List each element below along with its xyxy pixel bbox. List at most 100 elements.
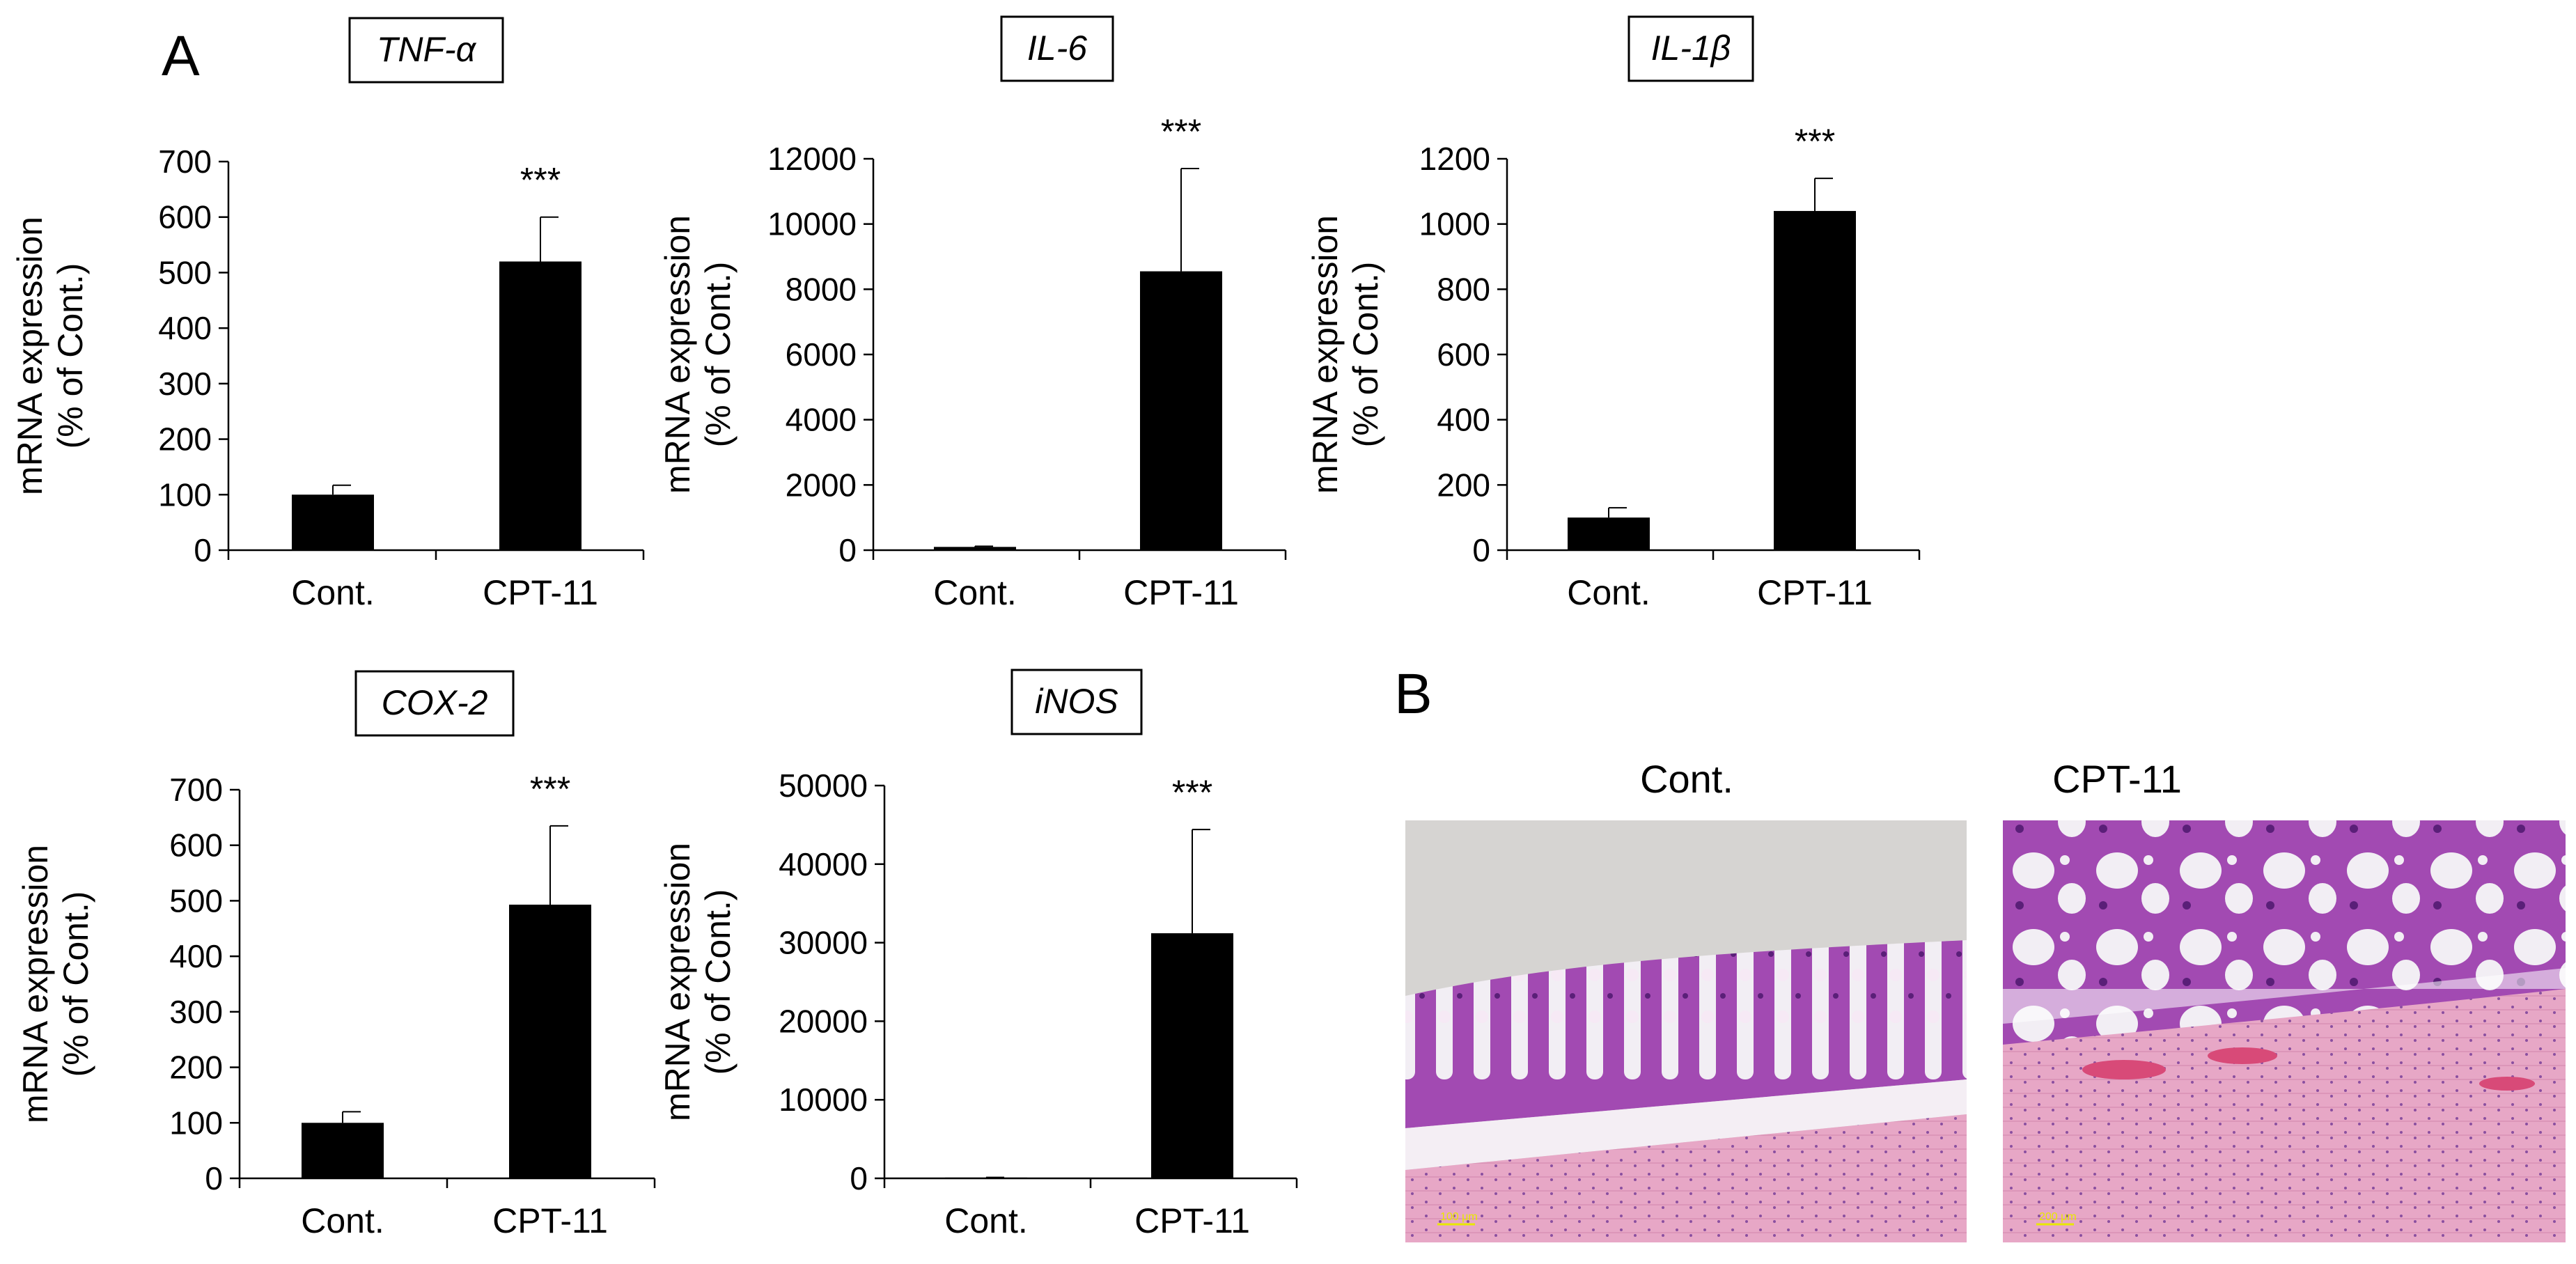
inos-chart: iNOS mRNA expression (% of Cont.) 0 10000 200…: [658, 669, 1298, 1240]
y-tick-label: 800: [1437, 271, 1490, 307]
histology-title-cpt11: CPT-11: [2052, 757, 2182, 801]
bar-cpt11: [499, 261, 581, 550]
y-tick-label: 200: [1437, 467, 1490, 503]
y-tick-label: 700: [169, 772, 223, 808]
histology-panel: Cont. CPT-11 100 μm 200 μm: [1405, 757, 2566, 1242]
significance-marker: ***: [530, 770, 570, 809]
category-label: CPT-11: [1123, 573, 1239, 612]
chart-title-box: [1010, 669, 1143, 735]
scale-bar-label: 200 μm: [2039, 1211, 2077, 1223]
category-label: Cont.: [301, 1201, 384, 1240]
y-tick-label: 50000: [779, 767, 868, 804]
significance-marker: ***: [520, 161, 561, 200]
histology-image-cpt11: 200 μm: [2003, 820, 2566, 1242]
bar-cpt11: [1774, 210, 1856, 550]
y-tick-label: 0: [850, 1160, 868, 1196]
category-label: Cont.: [291, 573, 375, 612]
panel-b-label: B: [1394, 662, 1433, 726]
category-label: CPT-11: [492, 1201, 608, 1240]
y-axis-label: (% of Cont.): [698, 889, 737, 1075]
chart-title: IL-6: [1027, 29, 1087, 68]
significance-marker: ***: [1172, 773, 1212, 812]
y-tick-label: 300: [169, 994, 223, 1030]
category-label: CPT-11: [483, 573, 598, 612]
y-tick-label: 500: [169, 882, 223, 919]
chart-title: TNF-α: [377, 30, 477, 69]
y-tick-label: 1200: [1419, 141, 1490, 177]
y-tick-label: 400: [1437, 402, 1490, 438]
y-tick-label: 700: [158, 143, 212, 180]
bar-cont: [292, 494, 374, 550]
y-tick-label: 100: [169, 1105, 223, 1141]
category-label: CPT-11: [1757, 573, 1873, 612]
histology-mucosa: [1405, 940, 1967, 1128]
bar-cont: [934, 547, 1016, 550]
chart-title-box: [1627, 15, 1754, 82]
bar-cont: [302, 1123, 384, 1178]
y-tick-label: 600: [1437, 336, 1490, 373]
bar-cpt11: [1140, 271, 1222, 550]
chart-title: COX-2: [382, 683, 488, 722]
chart-title: iNOS: [1035, 682, 1118, 721]
bar-cpt11: [1151, 933, 1233, 1178]
histology-image-cont: 100 μm: [1405, 820, 1967, 1242]
y-tick-label: 10000: [779, 1082, 868, 1118]
cox-2-chart: COX-2 mRNA expression (% of Cont.) 0 100 200 3…: [16, 670, 656, 1240]
il-6-chart: IL-6 mRNA expression (% of Cont.) 0 2000 4000…: [658, 15, 1287, 612]
histology-muscle: [1405, 1114, 1967, 1242]
y-tick-label: 300: [158, 366, 212, 402]
y-axis-label: mRNA expression: [16, 845, 55, 1123]
y-tick-label: 2000: [786, 467, 857, 503]
histology-hemorrhage: [2208, 1047, 2277, 1064]
y-axis-label: (% of Cont.): [1346, 262, 1385, 448]
y-axis-label: (% of Cont.): [698, 262, 737, 448]
scale-bar-label: 100 μm: [1440, 1211, 1478, 1223]
histology-submucosa: [1405, 1079, 1967, 1170]
significance-marker: ***: [1161, 112, 1201, 151]
tnf-alpha-chart: TNF-α mRNA expression (% of Cont.) 0 100 200 3…: [10, 17, 645, 612]
y-tick-label: 4000: [786, 402, 857, 438]
category-label: Cont.: [1567, 573, 1650, 612]
chart-title: IL-1β: [1651, 29, 1731, 68]
y-tick-label: 6000: [786, 336, 857, 373]
y-tick-label: 600: [158, 199, 212, 235]
significance-marker: ***: [1795, 122, 1835, 161]
chart-title-box: [348, 17, 504, 84]
y-tick-label: 0: [1472, 532, 1490, 568]
category-label: Cont.: [933, 573, 1017, 612]
y-tick-label: 0: [194, 532, 212, 568]
y-tick-label: 30000: [779, 925, 868, 961]
chart-title-box: [1000, 15, 1114, 82]
y-axis-label: (% of Cont.): [51, 263, 90, 449]
y-tick-label: 20000: [779, 1003, 868, 1039]
y-tick-label: 12000: [767, 141, 857, 177]
y-tick-label: 8000: [786, 271, 857, 307]
y-tick-label: 10000: [767, 206, 857, 242]
histology-hemorrhage: [2479, 1077, 2535, 1091]
y-tick-label: 200: [169, 1050, 223, 1086]
y-tick-label: 400: [158, 310, 212, 346]
histology-title-cont: Cont.: [1640, 757, 1733, 801]
y-tick-label: 40000: [779, 846, 868, 882]
y-tick-label: 600: [169, 827, 223, 864]
y-tick-label: 500: [158, 254, 212, 290]
il-1beta-chart: IL-1β mRNA expression (% of Cont.) 0 200 400 6…: [1306, 15, 1921, 612]
y-axis-label: mRNA expression: [658, 843, 697, 1121]
y-tick-label: 400: [169, 938, 223, 974]
histology-lumen-space: [2003, 968, 2566, 1024]
panel-a-label: A: [162, 24, 200, 88]
y-tick-label: 1000: [1419, 206, 1490, 242]
y-axis-label: mRNA expression: [10, 217, 49, 495]
y-tick-label: 100: [158, 476, 212, 513]
y-axis-label: mRNA expression: [1306, 215, 1345, 494]
category-label: CPT-11: [1134, 1201, 1250, 1240]
y-axis-label: (% of Cont.): [56, 891, 95, 1077]
histology-hemorrhage: [2082, 1060, 2166, 1079]
y-tick-label: 0: [205, 1160, 223, 1196]
y-axis-label: mRNA expression: [658, 215, 697, 494]
category-label: Cont.: [944, 1201, 1028, 1240]
chart-title-box: [354, 670, 515, 737]
bar-cpt11: [509, 905, 591, 1178]
y-tick-label: 0: [838, 532, 857, 568]
